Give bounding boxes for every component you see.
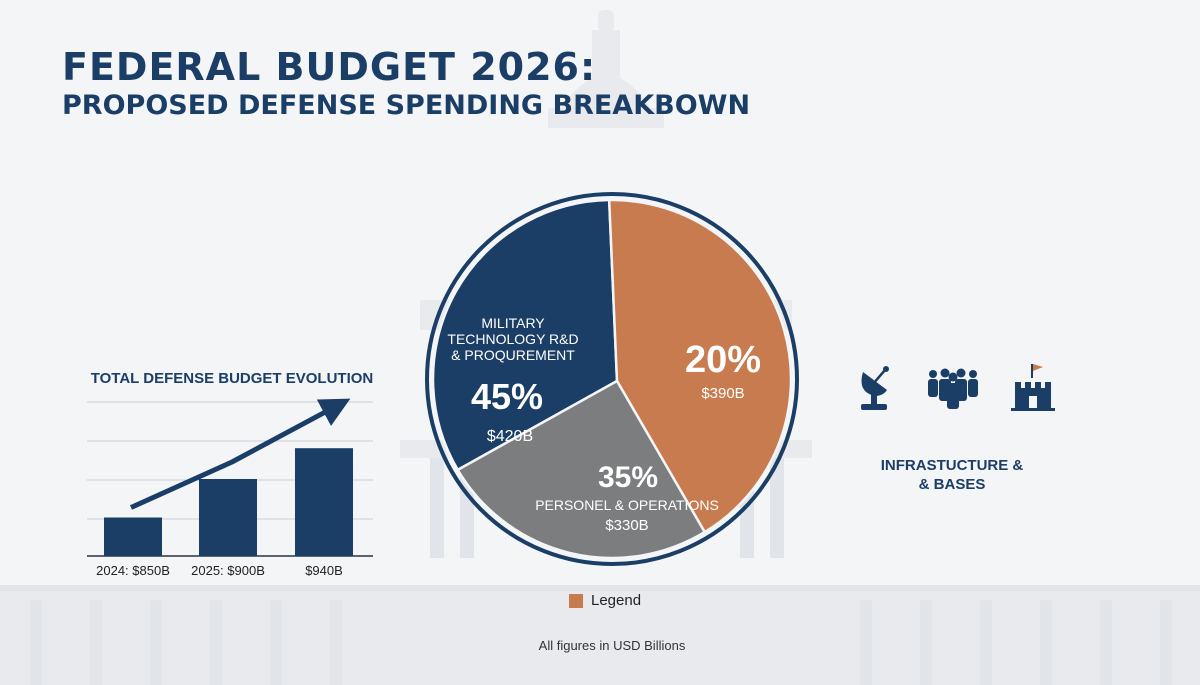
pie-slice-percent: 20% (685, 339, 761, 381)
pie-slice-percent: 45% (471, 376, 543, 417)
bar (104, 517, 162, 556)
pie-slice-percent: 35% (598, 461, 658, 494)
pie-slice-label: TECHNOLOGY R&D (447, 331, 578, 347)
pie-slice-label: PERSONEL & OPERATIONS (535, 497, 719, 513)
bar-chart-title: TOTAL DEFENSE BUDGET EVOLUTION (91, 370, 374, 387)
infrastructure-label-line1: INFRASTUCTURE & (880, 457, 1024, 474)
pie-slice (431, 198, 619, 472)
footnote: All figures in USD Billions (538, 638, 686, 653)
page-subtitle: PROPOSED DEFENSE SPENDING BREAKBOWN (62, 90, 751, 121)
infrastructure-label-line2: & BASES (918, 476, 986, 493)
bar (295, 448, 353, 556)
personnel-group-icon (928, 368, 978, 409)
bar-tick-label: $940B (305, 563, 343, 578)
bar (199, 479, 257, 556)
pie-slice (456, 379, 706, 560)
pie-slice-amount: $420B (487, 428, 533, 445)
legend: Legend (569, 592, 641, 609)
bar-tick-label: 2024: $850B (96, 563, 170, 578)
legend-swatch (569, 593, 583, 608)
infrastructure-label: INFRASTUCTURE & & BASES (862, 456, 1042, 494)
pie-slice-amount: $330B (605, 517, 648, 534)
fortress-flag-icon (1011, 364, 1055, 411)
budget-evolution-chart: TOTAL DEFENSE BUDGET EVOLUTION 2024: $850… (87, 370, 373, 578)
pie-slice-label: MILITARY (481, 315, 545, 331)
bar-tick-label: 2025: $900B (191, 563, 265, 578)
pie-slice-amount: $390B (701, 385, 744, 402)
pie-outer-ring (425, 192, 799, 566)
legend-label: Legend (591, 592, 642, 609)
infrastructure-icons (855, 362, 1055, 412)
trend-arrow (129, 398, 351, 510)
pie-slice (607, 198, 793, 534)
satellite-dish-icon (861, 366, 889, 410)
pie-slice-label: & PROQUREMENT (451, 347, 575, 363)
page-title: FEDERAL BUDGET 2026: (62, 45, 597, 89)
